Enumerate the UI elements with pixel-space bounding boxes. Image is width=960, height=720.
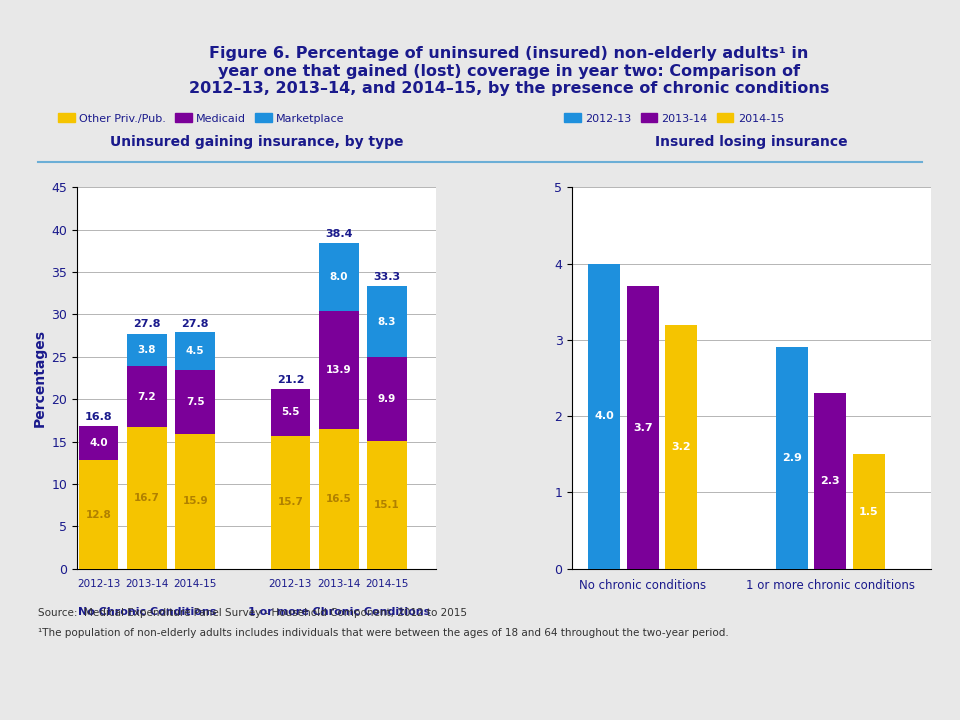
Text: 16.8: 16.8 bbox=[84, 412, 112, 422]
Text: 8.0: 8.0 bbox=[329, 272, 348, 282]
Text: 5.5: 5.5 bbox=[281, 408, 300, 418]
Bar bbox=[79, 460, 118, 569]
Legend: 2012-13, 2013-14, 2014-15: 2012-13, 2013-14, 2014-15 bbox=[560, 109, 788, 128]
Bar bbox=[368, 441, 407, 569]
Bar bbox=[127, 427, 167, 569]
Text: ¹The population of non-elderly adults includes individuals that were between the: ¹The population of non-elderly adults in… bbox=[38, 628, 730, 638]
Text: 12.8: 12.8 bbox=[85, 510, 111, 520]
Text: 27.8: 27.8 bbox=[133, 319, 160, 329]
Bar bbox=[319, 243, 359, 311]
Text: 4.0: 4.0 bbox=[89, 438, 108, 449]
Bar bbox=[319, 429, 359, 569]
Bar bbox=[319, 311, 359, 429]
Text: 3.2: 3.2 bbox=[671, 441, 691, 451]
Bar bbox=[588, 264, 620, 569]
Text: 7.2: 7.2 bbox=[137, 392, 156, 402]
Bar bbox=[368, 357, 407, 441]
Text: 38.4: 38.4 bbox=[325, 229, 352, 239]
Bar bbox=[852, 454, 885, 569]
Text: 27.8: 27.8 bbox=[181, 319, 209, 329]
Text: 9.9: 9.9 bbox=[378, 394, 396, 404]
Title: Insured losing insurance: Insured losing insurance bbox=[656, 135, 848, 148]
Text: 16.7: 16.7 bbox=[133, 493, 159, 503]
Bar bbox=[127, 366, 167, 427]
Text: 3.8: 3.8 bbox=[137, 345, 156, 355]
Text: 15.9: 15.9 bbox=[182, 496, 208, 506]
Bar bbox=[176, 370, 215, 434]
Text: 16.5: 16.5 bbox=[325, 494, 351, 504]
Text: 1 or more Chronic Conditions: 1 or more Chronic Conditions bbox=[248, 607, 430, 617]
Text: 4.5: 4.5 bbox=[186, 346, 204, 356]
Text: 7.5: 7.5 bbox=[186, 397, 204, 408]
Bar bbox=[271, 389, 310, 436]
Text: 15.7: 15.7 bbox=[277, 498, 303, 507]
Text: 33.3: 33.3 bbox=[373, 272, 400, 282]
Title: Uninsured gaining insurance, by type: Uninsured gaining insurance, by type bbox=[109, 135, 403, 148]
Bar bbox=[776, 348, 807, 569]
Text: 15.1: 15.1 bbox=[374, 500, 400, 510]
Text: 21.2: 21.2 bbox=[276, 375, 304, 384]
Text: 4.0: 4.0 bbox=[594, 411, 614, 421]
Text: Figure 6. Percentage of uninsured (insured) non-elderly adults¹ in
year one that: Figure 6. Percentage of uninsured (insur… bbox=[188, 46, 829, 96]
Y-axis label: Percentages: Percentages bbox=[33, 329, 47, 427]
Bar bbox=[271, 436, 310, 569]
Legend: Other Priv./Pub., Medicaid, Marketplace: Other Priv./Pub., Medicaid, Marketplace bbox=[54, 109, 349, 128]
Bar bbox=[176, 434, 215, 569]
Text: 8.3: 8.3 bbox=[378, 317, 396, 327]
Text: 3.7: 3.7 bbox=[633, 423, 653, 433]
Bar bbox=[627, 287, 659, 569]
Text: 1.5: 1.5 bbox=[859, 507, 878, 516]
Text: No Chronic Conditions: No Chronic Conditions bbox=[78, 607, 216, 617]
Bar bbox=[176, 332, 215, 370]
Bar bbox=[127, 334, 167, 366]
Bar bbox=[814, 393, 847, 569]
Bar bbox=[79, 426, 118, 460]
Text: 2.3: 2.3 bbox=[821, 476, 840, 486]
Text: 13.9: 13.9 bbox=[326, 365, 351, 375]
Bar bbox=[368, 287, 407, 357]
Text: Source:  Medical Expenditure Panel Survey - Household Component, 2012 to 2015: Source: Medical Expenditure Panel Survey… bbox=[38, 608, 468, 618]
Text: 2.9: 2.9 bbox=[781, 453, 802, 463]
Bar bbox=[665, 325, 697, 569]
